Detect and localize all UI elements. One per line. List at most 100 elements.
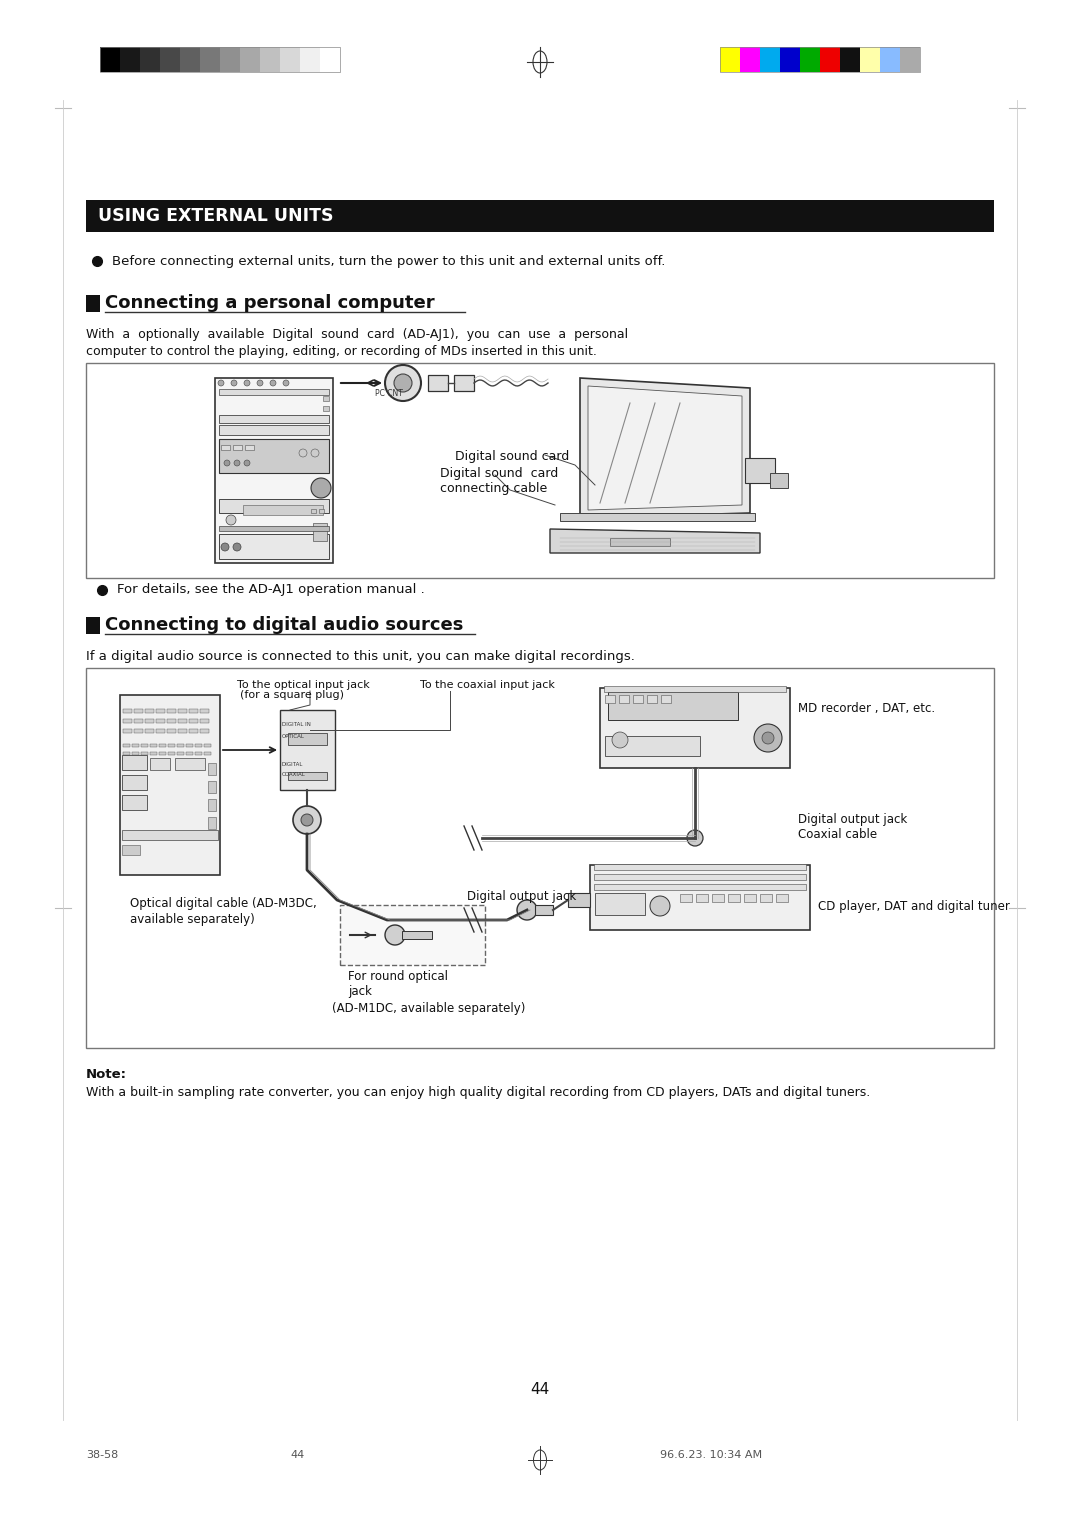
- Bar: [122, 830, 218, 840]
- Bar: [402, 931, 432, 940]
- Bar: [647, 695, 657, 703]
- Bar: [156, 720, 165, 723]
- Bar: [123, 720, 132, 723]
- Bar: [145, 709, 154, 714]
- Bar: [150, 758, 170, 770]
- Circle shape: [762, 732, 774, 744]
- Circle shape: [687, 830, 703, 847]
- Bar: [204, 752, 211, 755]
- Bar: [595, 892, 645, 915]
- Text: For round optical: For round optical: [348, 970, 448, 983]
- Circle shape: [293, 805, 321, 834]
- Text: Connecting a personal computer: Connecting a personal computer: [105, 293, 434, 312]
- Circle shape: [234, 460, 240, 466]
- Bar: [189, 729, 198, 733]
- Circle shape: [231, 380, 237, 387]
- Bar: [300, 47, 320, 72]
- Text: 44: 44: [530, 1383, 550, 1398]
- Bar: [428, 374, 448, 391]
- Bar: [880, 47, 900, 72]
- Bar: [150, 752, 157, 755]
- Bar: [568, 892, 590, 908]
- Bar: [680, 894, 692, 902]
- Text: DIGITAL IN: DIGITAL IN: [282, 723, 311, 727]
- Bar: [712, 894, 724, 902]
- Bar: [145, 729, 154, 733]
- Bar: [594, 885, 806, 889]
- Circle shape: [244, 380, 249, 387]
- Bar: [900, 47, 920, 72]
- Bar: [167, 720, 176, 723]
- Text: Before connecting external units, turn the power to this unit and external units: Before connecting external units, turn t…: [112, 255, 665, 267]
- Bar: [600, 688, 789, 769]
- Bar: [760, 894, 772, 902]
- Bar: [280, 47, 300, 72]
- Bar: [260, 47, 280, 72]
- Bar: [208, 817, 216, 830]
- Bar: [288, 772, 327, 779]
- Bar: [608, 692, 738, 720]
- Text: (AD-M1DC, available separately): (AD-M1DC, available separately): [332, 1002, 525, 1015]
- Bar: [132, 744, 139, 747]
- Text: Digital output jack: Digital output jack: [467, 889, 577, 903]
- Bar: [280, 711, 335, 790]
- Bar: [340, 905, 485, 966]
- Circle shape: [517, 900, 537, 920]
- Bar: [219, 390, 329, 396]
- Bar: [177, 752, 184, 755]
- Bar: [140, 47, 160, 72]
- Bar: [720, 47, 920, 72]
- Circle shape: [283, 380, 289, 387]
- Text: CD player, DAT and digital tuner: CD player, DAT and digital tuner: [818, 900, 1010, 914]
- Bar: [134, 720, 143, 723]
- Bar: [840, 47, 860, 72]
- Circle shape: [226, 515, 237, 526]
- Circle shape: [270, 380, 276, 387]
- Bar: [288, 733, 327, 746]
- Circle shape: [257, 380, 264, 387]
- Bar: [200, 709, 210, 714]
- Bar: [590, 865, 810, 931]
- Bar: [208, 781, 216, 793]
- Bar: [100, 47, 340, 72]
- Bar: [195, 752, 202, 755]
- Text: 44: 44: [291, 1450, 305, 1459]
- Bar: [134, 709, 143, 714]
- Bar: [605, 736, 700, 756]
- Text: computer to control the playing, editing, or recording of MDs inserted in this u: computer to control the playing, editing…: [86, 345, 597, 358]
- Text: To the optical input jack: To the optical input jack: [237, 680, 369, 691]
- Text: Connecting to digital audio sources: Connecting to digital audio sources: [105, 616, 463, 634]
- Bar: [200, 729, 210, 733]
- Circle shape: [299, 449, 307, 457]
- Bar: [320, 47, 340, 72]
- Text: With  a  optionally  available  Digital  sound  card  (AD-AJ1),  you  can  use  : With a optionally available Digital soun…: [86, 329, 629, 341]
- Bar: [720, 47, 740, 72]
- Bar: [594, 863, 806, 869]
- Bar: [134, 729, 143, 733]
- Polygon shape: [580, 377, 750, 518]
- Text: available separately): available separately): [130, 914, 255, 926]
- Bar: [178, 720, 187, 723]
- Bar: [219, 533, 329, 559]
- Circle shape: [650, 895, 670, 915]
- Circle shape: [218, 380, 224, 387]
- Bar: [123, 729, 132, 733]
- Bar: [633, 695, 643, 703]
- Bar: [208, 799, 216, 811]
- Text: To the coaxial input jack: To the coaxial input jack: [420, 680, 555, 691]
- Bar: [156, 729, 165, 733]
- Text: OPTICAL: OPTICAL: [282, 733, 305, 740]
- Bar: [186, 752, 193, 755]
- Bar: [219, 526, 329, 532]
- Bar: [800, 47, 820, 72]
- Bar: [219, 416, 329, 423]
- Bar: [180, 47, 200, 72]
- Text: 96.6.23. 10:34 AM: 96.6.23. 10:34 AM: [660, 1450, 762, 1459]
- Bar: [122, 775, 147, 790]
- Bar: [178, 729, 187, 733]
- Bar: [177, 744, 184, 747]
- Bar: [740, 47, 760, 72]
- Bar: [120, 695, 220, 876]
- Bar: [167, 729, 176, 733]
- Bar: [122, 755, 147, 770]
